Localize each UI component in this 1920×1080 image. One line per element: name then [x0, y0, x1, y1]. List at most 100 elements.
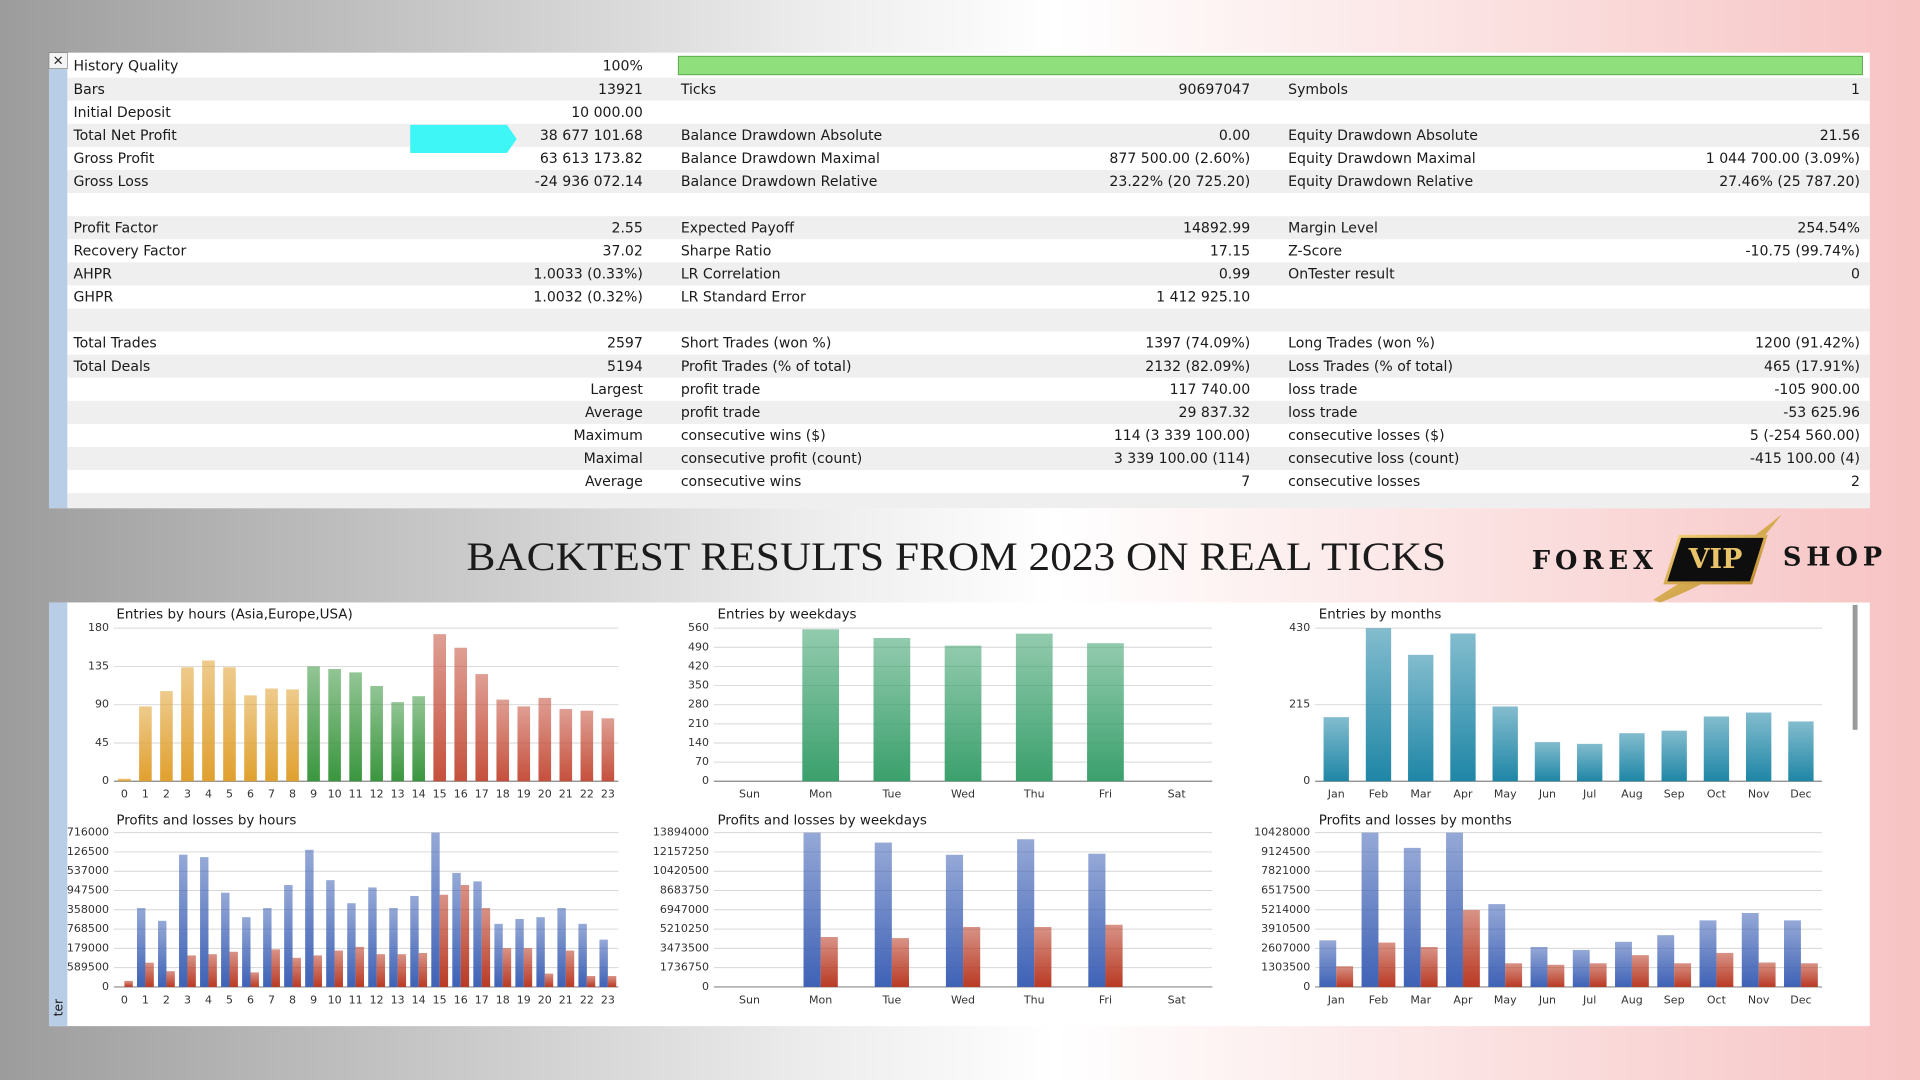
- y-tick-label: 716000: [67, 826, 109, 839]
- bar: [431, 832, 440, 987]
- x-tick-label: 1: [142, 993, 149, 1006]
- x-tick-label: Sat: [1168, 788, 1187, 801]
- y-tick-label: 140: [688, 736, 709, 749]
- x-tick-label: 21: [559, 993, 573, 1006]
- bar: [139, 706, 152, 782]
- cell-value: 5194: [607, 359, 643, 375]
- y-tick-label: 2607000: [1261, 941, 1310, 954]
- cell-value: 13921: [598, 82, 643, 98]
- cell-value: 21.56: [1820, 128, 1860, 144]
- row-stripe: [67, 216, 1870, 240]
- bar: [286, 689, 299, 782]
- bar: [376, 954, 386, 987]
- y-tick-label: 179000: [67, 941, 109, 954]
- bar: [244, 695, 257, 782]
- x-tick-label: 13: [391, 788, 405, 801]
- bar: [1015, 633, 1053, 782]
- bar: [1589, 963, 1607, 987]
- cell-label: OnTester result: [1288, 266, 1395, 282]
- x-tick-label: 6: [247, 788, 254, 801]
- chart-title: Profits and losses by weekdays: [718, 813, 927, 828]
- scrollbar[interactable]: [1852, 604, 1858, 730]
- cell-value: -105 900.00: [1774, 382, 1860, 398]
- bar: [1577, 743, 1603, 782]
- x-tick-label: 2: [163, 788, 170, 801]
- x-tick-label: Feb: [1369, 788, 1389, 801]
- cell-value: -415 100.00 (4): [1750, 451, 1860, 467]
- cell-label: Total Net Profit: [72, 128, 177, 144]
- cell-value: Maximal: [584, 451, 643, 467]
- chart-title: Entries by months: [1319, 608, 1442, 623]
- y-tick-label: 10420500: [653, 864, 709, 877]
- close-button[interactable]: [48, 52, 68, 69]
- bar: [208, 954, 217, 987]
- bar: [1087, 643, 1124, 782]
- cell-value: 17.15: [1210, 243, 1250, 259]
- y-tick-label: 280: [688, 698, 709, 711]
- banner-title: BACKTEST RESULTS FROM 2023 ON REAL TICKS: [467, 534, 1447, 579]
- y-tick-label: 70: [695, 755, 709, 768]
- bar: [515, 918, 524, 987]
- x-tick-label: Sun: [739, 993, 760, 1006]
- bar: [328, 668, 341, 782]
- x-tick-label: Fri: [1099, 788, 1112, 801]
- cell-value: 1: [1851, 82, 1860, 98]
- bar: [1674, 963, 1692, 987]
- y-tick-label: 1303500: [1261, 961, 1310, 974]
- cell-label: History Quality: [73, 59, 178, 75]
- cell-value: 1200 (91.42%): [1755, 336, 1860, 352]
- x-tick-label: May: [1494, 993, 1517, 1006]
- bar: [347, 903, 356, 987]
- bar: [326, 880, 335, 987]
- bar: [284, 885, 293, 987]
- logo-word: SHOP: [1783, 542, 1887, 572]
- cell-value: 100%: [603, 59, 643, 75]
- bar: [945, 854, 964, 987]
- x-tick-label: 0: [121, 993, 128, 1006]
- bar: [439, 894, 449, 987]
- cell-label: Short Trades (won %): [681, 336, 832, 352]
- bar: [559, 708, 573, 782]
- cell-label: Recovery Factor: [73, 243, 186, 259]
- bar: [1408, 654, 1434, 782]
- bar: [1615, 941, 1632, 987]
- cell-value: Average: [585, 474, 643, 490]
- bar: [1788, 721, 1814, 782]
- bar: [229, 951, 238, 987]
- bar: [473, 881, 482, 987]
- bar: [1017, 839, 1035, 987]
- bar: [1699, 920, 1717, 987]
- bar: [221, 892, 230, 987]
- cell-value: 1 044 700.00 (3.09%): [1706, 151, 1860, 167]
- bar: [1800, 963, 1818, 987]
- cell-label: Gross Loss: [73, 174, 148, 190]
- cell-label: consecutive wins ($): [681, 428, 826, 444]
- x-tick-label: 3: [184, 788, 191, 801]
- quality-bar: [677, 55, 1863, 76]
- x-tick-label: Aug: [1621, 788, 1643, 801]
- cell-label: Profit Trades (% of total): [681, 359, 852, 375]
- bar: [454, 647, 468, 782]
- x-tick-label: 20: [538, 788, 552, 801]
- cell-value: 23.22% (20 725.20): [1109, 174, 1250, 190]
- x-tick-label: Aug: [1621, 993, 1643, 1006]
- logo-word: FOREX: [1532, 546, 1658, 576]
- y-tick-label: 490: [688, 640, 709, 653]
- cell-label: GHPR: [73, 290, 113, 306]
- cell-label: AHPR: [73, 266, 112, 282]
- close-icon[interactable]: ×: [53, 54, 64, 69]
- y-tick-label: 8683750: [660, 884, 709, 897]
- cell-label: Balance Drawdown Absolute: [681, 128, 882, 144]
- x-tick-label: Feb: [1369, 993, 1389, 1006]
- x-tick-label: 11: [349, 788, 363, 801]
- bar: [1703, 716, 1730, 782]
- cell-label: consecutive losses: [1288, 474, 1420, 490]
- cell-value: 63 613 173.82: [540, 151, 643, 167]
- x-tick-label: Tue: [881, 993, 901, 1006]
- cell-value: Average: [585, 405, 643, 421]
- chart-title: Profits and losses by months: [1319, 813, 1512, 828]
- bar: [433, 634, 446, 782]
- cell-value: 0.00: [1219, 128, 1250, 144]
- bar: [410, 895, 419, 987]
